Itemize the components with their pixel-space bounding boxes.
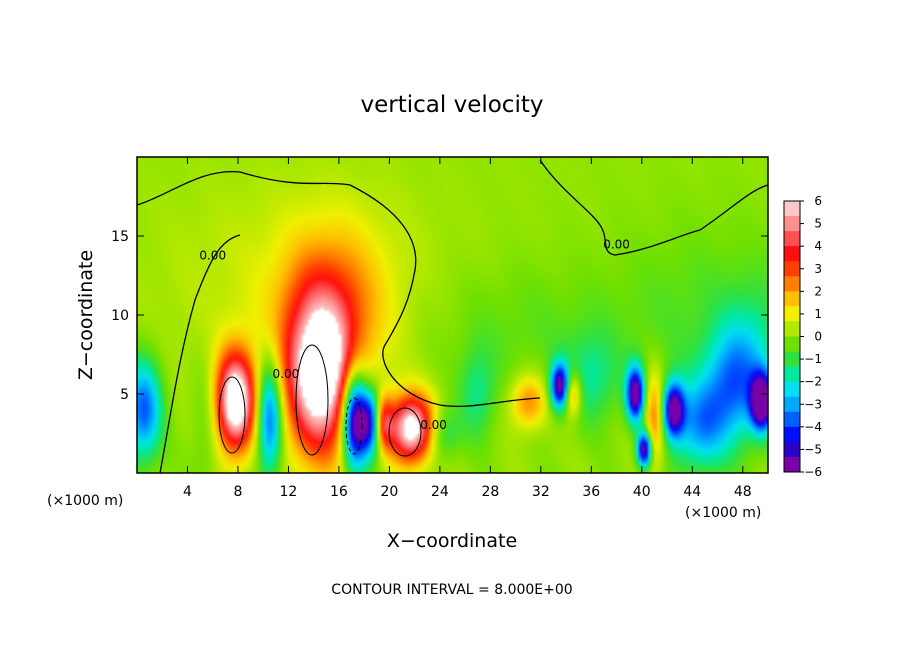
colorbar-band bbox=[784, 291, 800, 307]
colorbar-label: −4 bbox=[804, 420, 822, 434]
colorbar-label: −2 bbox=[804, 375, 822, 389]
x-tick-label: 28 bbox=[481, 484, 499, 500]
colorbar-label: −6 bbox=[804, 465, 822, 479]
x-tick-label: 40 bbox=[633, 484, 651, 500]
colorbar-band bbox=[784, 381, 800, 398]
colorbar-label: −3 bbox=[804, 397, 822, 411]
y-tick-label: 15 bbox=[111, 229, 129, 245]
colorbar-band bbox=[784, 321, 800, 337]
contour-labels: 0.00 0.00 0.00 0.00 bbox=[199, 238, 630, 432]
contour-label: 0.00 bbox=[199, 249, 226, 263]
colorbar-label: 4 bbox=[814, 239, 822, 253]
colorbar-label: 3 bbox=[814, 262, 822, 276]
x-tick-label: 48 bbox=[734, 484, 752, 500]
y-tick-label: 5 bbox=[120, 387, 129, 403]
x-tick-label: 32 bbox=[532, 484, 550, 500]
y-axis: 5 10 15 bbox=[111, 229, 768, 403]
colorbar-band bbox=[784, 426, 800, 443]
colorbar-label: 2 bbox=[814, 284, 822, 298]
contour-interval-note: CONTOUR INTERVAL = 8.000E+00 bbox=[331, 582, 572, 598]
colorbar-band bbox=[784, 246, 800, 262]
zero-contours bbox=[137, 159, 768, 473]
x-axis: 4 8 12 16 20 24 28 32 36 40 44 48 bbox=[183, 157, 752, 500]
colorbar-band bbox=[784, 396, 800, 413]
colorbar-band bbox=[784, 276, 800, 292]
colorbar-label: 5 bbox=[814, 217, 822, 231]
x-axis-label: X−coordinate bbox=[387, 530, 517, 552]
y-tick-label: 10 bbox=[111, 308, 129, 324]
colorbar-band bbox=[784, 351, 800, 368]
x-tick-label: 36 bbox=[582, 484, 600, 500]
contour-downdraft-a bbox=[345, 397, 363, 455]
colorbar-band bbox=[784, 306, 800, 322]
colorbar-label: 0 bbox=[814, 330, 822, 344]
x-tick-label: 24 bbox=[431, 484, 449, 500]
zero-contour-right bbox=[539, 159, 768, 256]
x-tick-label: 4 bbox=[183, 484, 192, 500]
colorbar: 6 5 4 3 2 1 0 −1 −2 −3 −4 −5 −6 bbox=[783, 194, 822, 479]
x-tick-label: 12 bbox=[280, 484, 298, 500]
colorbar-band bbox=[784, 441, 800, 458]
colorbar-band bbox=[784, 336, 800, 353]
colorbar-band bbox=[784, 261, 800, 277]
contour-label: 0.00 bbox=[420, 418, 447, 432]
colorbar-band bbox=[784, 366, 800, 383]
x-tick-label: 44 bbox=[683, 484, 701, 500]
colorbar-label: 6 bbox=[814, 194, 822, 208]
colorbar-band bbox=[784, 456, 800, 473]
colorbar-band bbox=[784, 411, 800, 428]
colorbar-band bbox=[784, 201, 800, 217]
x-unit-label-left: (×1000 m) bbox=[47, 493, 123, 509]
chart-title: vertical velocity bbox=[361, 92, 544, 118]
colorbar-band bbox=[784, 216, 800, 232]
contour-label: 0.00 bbox=[603, 238, 630, 252]
zero-contour-upper bbox=[137, 170, 541, 408]
colorbar-label: −5 bbox=[804, 442, 822, 456]
x-tick-label: 16 bbox=[330, 484, 348, 500]
x-tick-label: 20 bbox=[380, 484, 398, 500]
contour-label: 0.00 bbox=[273, 367, 300, 381]
colorbar-label: 1 bbox=[814, 307, 822, 321]
contour-updraft-b bbox=[295, 344, 329, 456]
contour-updraft-a bbox=[218, 376, 246, 454]
velocity-heatmap bbox=[137, 157, 768, 473]
plot-area bbox=[137, 157, 768, 473]
y-axis-label: Z−coordinate bbox=[75, 250, 97, 380]
zero-contour-left bbox=[159, 234, 241, 473]
colorbar-band bbox=[784, 231, 800, 247]
x-tick-label: 8 bbox=[233, 484, 242, 500]
contour-updraft-c bbox=[388, 407, 422, 457]
x-unit-label-right: (×1000 m) bbox=[685, 505, 761, 521]
colorbar-label: −1 bbox=[804, 352, 822, 366]
